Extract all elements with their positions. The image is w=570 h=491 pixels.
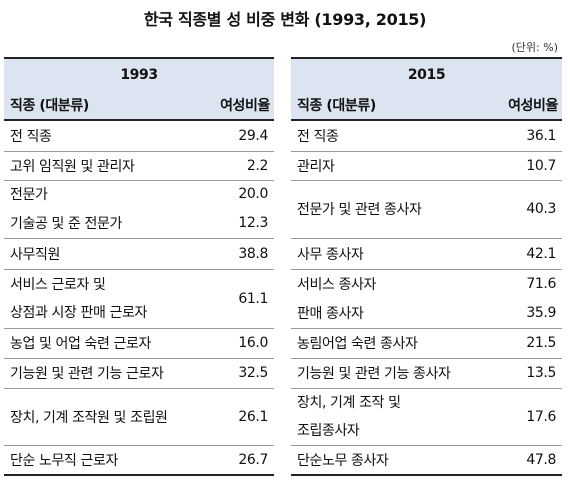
table-row: 사무직원 38.8 [4, 237, 274, 269]
row-label: 전 직종 [10, 128, 52, 145]
row-value: 38.8 [209, 237, 274, 269]
occupation-column-header: 직종 (대분류) [4, 91, 209, 121]
row-value: 47.8 [497, 444, 562, 476]
row-value: 29.4 [238, 127, 268, 144]
row-label-line: 상점과 시장 판매 근로자 [10, 304, 147, 321]
row-label: 농업 및 어업 숙련 근로자 [4, 327, 209, 358]
row-value: 26.7 [209, 444, 274, 476]
row-label-line: 서비스 근로자 및 [10, 276, 106, 293]
row-label-line: 장치, 기계 조작 및 [297, 394, 401, 411]
year-header-2015: 2015 [291, 57, 562, 91]
table-row: 장치, 기계 조작원 및 조립원 26.1 [4, 387, 274, 445]
row-label: 농림어업 숙련 종사자 [291, 327, 497, 358]
row-value: 71.6 [497, 268, 562, 299]
table-row: 농림어업 숙련 종사자 21.5 [291, 327, 562, 358]
row-value: 42.1 [497, 237, 562, 269]
row-label: 장치, 기계 조작 및 조립종사자 [291, 387, 497, 445]
year-header-1993: 1993 [4, 57, 274, 91]
row-value: 10.7 [497, 150, 562, 180]
row-label: 전문가 [4, 179, 209, 208]
table-row: 서비스 근로자 및 상점과 시장 판매 근로자 61.1 [4, 268, 274, 328]
row-label: 전 직종 [297, 128, 339, 145]
table-row: 판매 종사자 35.9 [291, 299, 562, 328]
table-row: 고위 임직원 및 관리자 2.2 [4, 150, 274, 180]
row-label: 기능원 및 관련 기능 종사자 [291, 357, 497, 388]
table-row: 전문가 및 관련 종사자 40.3 [291, 179, 562, 238]
table-row: 단순 노무직 근로자 26.7 [4, 444, 274, 476]
table-1993: 1993 직종 (대분류) 여성비율 전 직종 29.4 고위 임직원 및 관리… [4, 57, 274, 476]
row-value: 40.3 [497, 179, 562, 238]
row-label: 기능원 및 관련 기능 근로자 [4, 357, 209, 388]
row-value: 35.9 [526, 305, 556, 322]
occupation-column-header: 직종 (대분류) [291, 91, 497, 121]
table-row: 사무 종사자 42.1 [291, 237, 562, 269]
unit-note: (단위: %) [511, 41, 558, 54]
table-row: 기술공 및 준 전문가 12.3 [4, 208, 274, 238]
table-row: 단순노무 종사자 47.8 [291, 444, 562, 476]
table-2015: 2015 직종 (대분류) 여성비율 전 직종 36.1 관리자 10.7 전문… [291, 57, 562, 476]
row-label: 장치, 기계 조작원 및 조립원 [4, 387, 209, 445]
row-value: 61.1 [209, 268, 274, 328]
row-label: 고위 임직원 및 관리자 [4, 150, 209, 180]
female-ratio-column-header: 여성비율 [209, 91, 274, 121]
row-value: 17.6 [497, 387, 562, 445]
row-value: 26.1 [209, 387, 274, 445]
row-value: 16.0 [209, 327, 274, 358]
table-row: 전 직종 29.4 [4, 120, 274, 151]
row-label: 단순 노무직 근로자 [4, 444, 209, 476]
row-label: 기술공 및 준 전문가 [10, 215, 122, 232]
row-label: 사무직원 [4, 237, 209, 269]
row-label: 판매 종사자 [297, 306, 364, 323]
row-label: 단순노무 종사자 [291, 444, 497, 476]
table-row: 장치, 기계 조작 및 조립종사자 17.6 [291, 387, 562, 445]
row-value: 12.3 [238, 214, 268, 231]
row-label: 서비스 근로자 및 상점과 시장 판매 근로자 [4, 268, 209, 328]
row-value: 36.1 [526, 127, 556, 144]
table-row: 전문가 20.0 [4, 179, 274, 208]
row-label: 관리자 [291, 150, 497, 180]
table-row: 관리자 10.7 [291, 150, 562, 180]
female-ratio-column-header: 여성비율 [497, 91, 562, 121]
row-label: 서비스 종사자 [291, 268, 497, 299]
row-value: 2.2 [209, 150, 274, 180]
row-value: 13.5 [497, 357, 562, 388]
table-row: 전 직종 36.1 [291, 120, 562, 151]
row-value: 32.5 [209, 357, 274, 388]
table-row: 농업 및 어업 숙련 근로자 16.0 [4, 327, 274, 358]
row-label: 전문가 및 관련 종사자 [291, 179, 497, 238]
table-row: 기능원 및 관련 기능 근로자 32.5 [4, 357, 274, 388]
row-value: 21.5 [497, 327, 562, 358]
table-title: 한국 직종별 성 비중 변화 (1993, 2015) [143, 10, 427, 29]
table-row: 서비스 종사자 71.6 [291, 268, 562, 299]
row-value: 20.0 [209, 179, 274, 208]
row-label-line: 조립종사자 [297, 422, 360, 439]
row-label: 사무 종사자 [291, 237, 497, 269]
table-row: 기능원 및 관련 기능 종사자 13.5 [291, 357, 562, 388]
